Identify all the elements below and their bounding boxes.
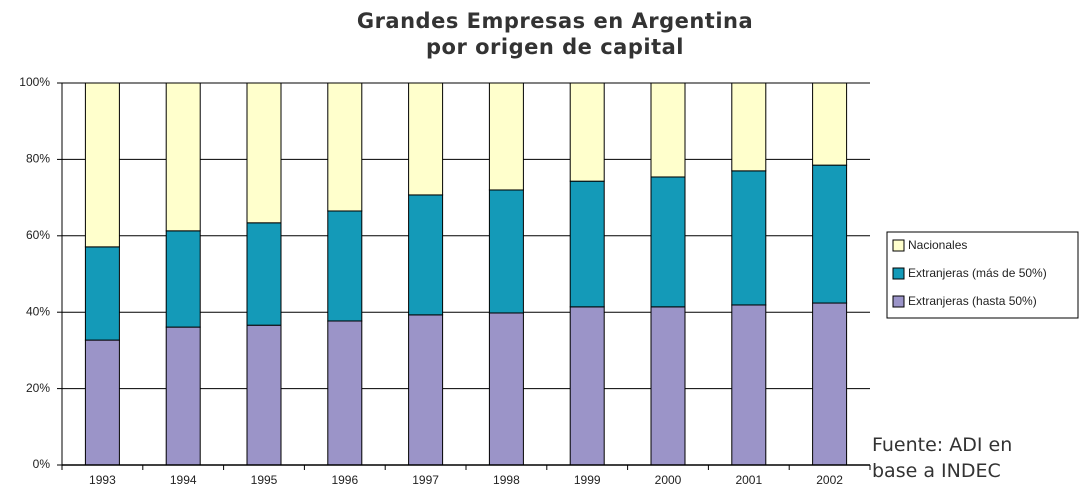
x-tick-label: 1993 <box>89 473 116 487</box>
x-tick-label: 1997 <box>412 473 439 487</box>
y-tick-label: 0% <box>33 457 51 471</box>
bar-segment <box>84 246 120 341</box>
bar-segment <box>488 189 524 314</box>
bar-segment <box>327 210 363 322</box>
legend-swatch <box>892 239 905 252</box>
bar-segment <box>246 324 282 466</box>
bar-segment <box>408 314 444 466</box>
legend-box <box>886 231 1079 319</box>
bar-segment <box>84 82 120 248</box>
bar-segment <box>569 82 605 182</box>
source-note: Fuente: ADI en base a INDEC <box>872 434 1013 482</box>
bar-segment <box>246 222 282 326</box>
bar-segment <box>569 180 605 308</box>
bar-segment <box>812 164 848 304</box>
legend-label: Extranjeras (más de 50%) <box>908 266 1047 280</box>
bar-segment <box>488 82 524 191</box>
bar-segment <box>650 176 686 308</box>
bar-segment <box>569 306 605 466</box>
x-tick-label: 2002 <box>816 473 843 487</box>
y-tick-label: 20% <box>26 381 50 395</box>
bar-segment <box>165 82 201 232</box>
x-tick-label: 2000 <box>655 473 682 487</box>
bar-segment <box>650 306 686 466</box>
y-tick-label: 100% <box>19 75 50 89</box>
bar-segment <box>165 326 201 466</box>
y-tick-label: 60% <box>26 228 50 242</box>
bar-segment <box>84 339 120 466</box>
bar-segment <box>408 194 444 316</box>
legend-label: Nacionales <box>908 238 967 252</box>
x-tick-label: 1998 <box>493 473 520 487</box>
x-tick-label: 1995 <box>251 473 278 487</box>
y-tick-label: 80% <box>26 152 50 166</box>
x-tick-label: 1996 <box>331 473 358 487</box>
x-tick-label: 1994 <box>170 473 197 487</box>
bar-segment <box>731 304 767 466</box>
bar-segment <box>731 170 767 306</box>
chart-title: Grandes Empresas en Argentina por origen… <box>356 9 754 59</box>
bar-segment <box>731 82 767 172</box>
bar-segment <box>327 320 363 466</box>
bar-segment <box>246 82 282 224</box>
bar-segment <box>327 82 363 212</box>
bar-segment <box>812 302 848 466</box>
x-tick-label: 2001 <box>735 473 762 487</box>
legend-swatch <box>892 295 905 308</box>
x-tick-label: 1999 <box>574 473 601 487</box>
bar-segment <box>408 82 444 196</box>
legend-swatch <box>892 267 905 280</box>
bar-segment <box>650 82 686 178</box>
y-tick-label: 40% <box>26 304 50 318</box>
bar-segment <box>488 312 524 466</box>
legend-label: Extranjeras (hasta 50%) <box>908 294 1037 308</box>
bar-segment <box>165 230 201 328</box>
bar-segment <box>812 82 848 166</box>
